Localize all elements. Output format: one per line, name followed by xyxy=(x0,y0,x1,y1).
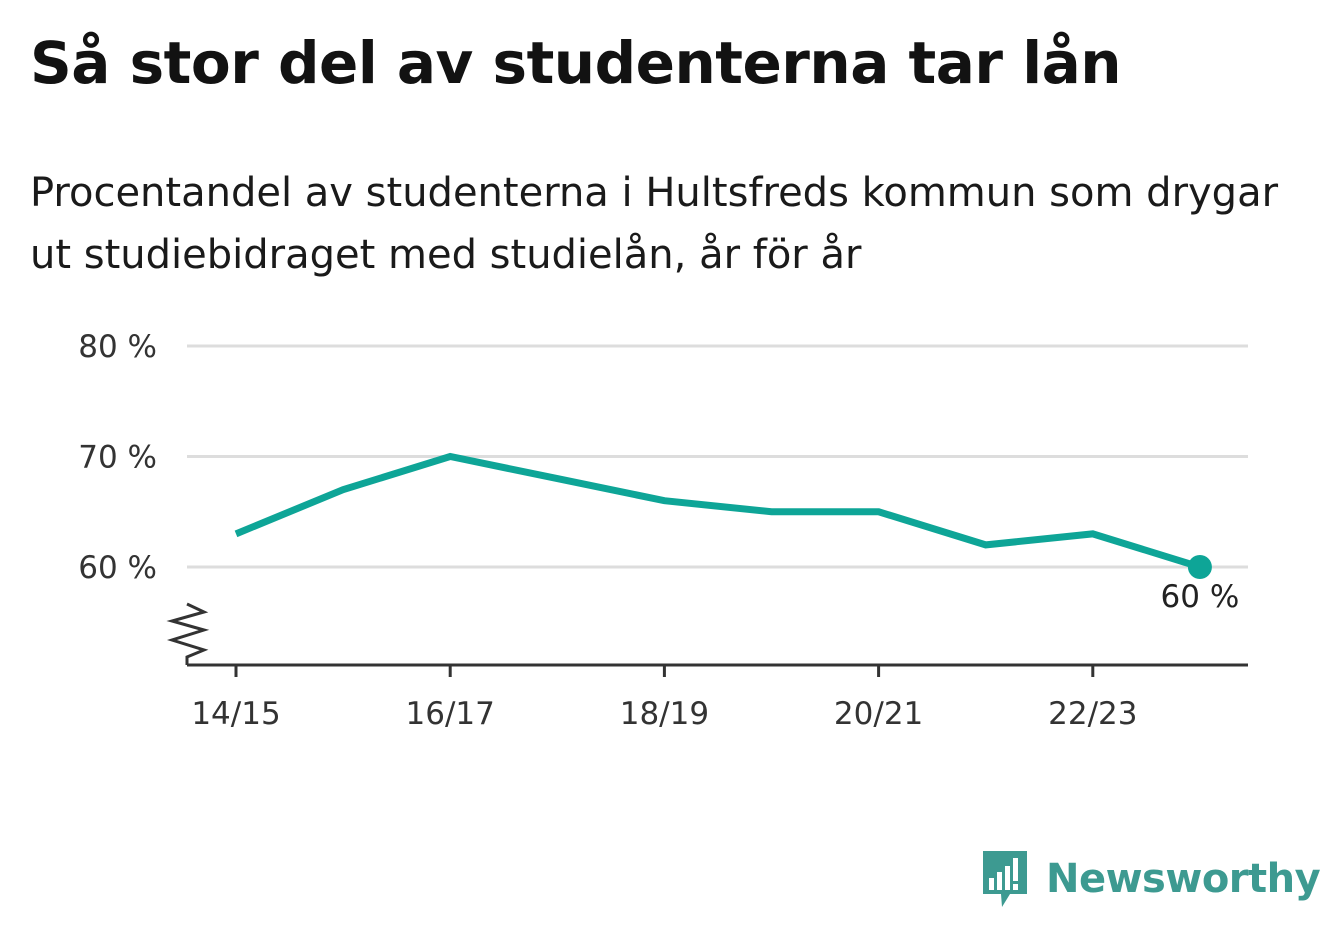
bar-chart-bubble-icon xyxy=(983,851,1027,907)
x-tick-label: 16/17 xyxy=(406,696,495,732)
axis-break-icon xyxy=(166,602,210,665)
logo-text: Newsworthy xyxy=(1046,856,1321,902)
x-tick-label: 18/19 xyxy=(620,696,709,732)
x-tick-label: 20/21 xyxy=(834,696,923,732)
y-tick-label: 80 % xyxy=(78,329,157,365)
series-line xyxy=(234,452,1201,571)
y-tick-label: 60 % xyxy=(78,550,157,586)
axes xyxy=(166,602,1248,677)
end-point-marker xyxy=(1187,555,1212,579)
series xyxy=(234,452,1212,579)
end-value-label: 60 % xyxy=(1161,579,1240,615)
y-tick-label: 70 % xyxy=(78,440,157,476)
chart-title: Så stor del av studenterna tar lån xyxy=(30,29,1122,97)
x-tick-label: 14/15 xyxy=(191,696,280,732)
gridlines xyxy=(187,344,1248,569)
newsworthy-logo: Newsworthy xyxy=(980,848,1321,910)
labels: 60 % 70 % 80 % 14/15 16/17 18/19 20/21 22/23 60 … xyxy=(78,329,1239,732)
x-tick-label: 22/23 xyxy=(1048,696,1137,732)
chart-subtitle: Procentandel av studenterna i Hultsfreds… xyxy=(30,170,1279,278)
